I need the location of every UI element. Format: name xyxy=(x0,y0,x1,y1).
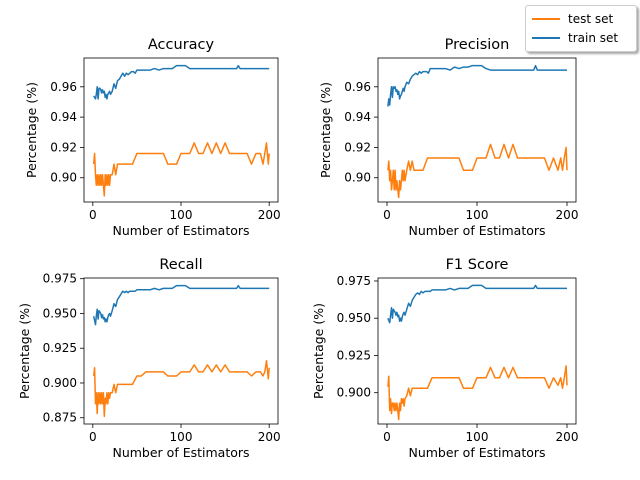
legend-item-test-set: test set xyxy=(532,11,613,27)
f1-score-ylabel: Percentage (%) xyxy=(311,303,326,399)
f1-score-ytick-label-0: 0.900 xyxy=(337,386,371,400)
f1-score-ytick-label-2: 0.950 xyxy=(337,311,371,325)
precision-xlabel: Number of Estimators xyxy=(408,223,545,238)
recall-axes-frame xyxy=(83,277,279,425)
f1-score-line-test-set xyxy=(387,365,568,421)
accuracy-line-test-set xyxy=(92,142,270,197)
legend-label-test-set: test set xyxy=(568,12,614,26)
f1-score-xtick-label-100: 100 xyxy=(466,430,489,444)
recall-ytick-label-4: 0.975 xyxy=(43,272,77,286)
accuracy-ytick-label-3: 0.96 xyxy=(50,80,77,94)
legend: test set train set xyxy=(525,5,637,52)
f1-score-title: F1 Score xyxy=(446,257,509,273)
accuracy-line-train-set xyxy=(93,64,270,100)
accuracy-ytick-label-2: 0.94 xyxy=(50,110,77,124)
precision-line-test-set xyxy=(387,143,568,199)
accuracy-xtick-label-0: 0 xyxy=(89,208,97,222)
recall-line-test-set xyxy=(92,359,270,418)
accuracy-ytick-label-1: 0.92 xyxy=(50,140,77,154)
f1-score-ytick-label-1: 0.925 xyxy=(337,348,371,362)
f1-score-ytick-label-3: 0.975 xyxy=(337,274,371,288)
accuracy-xtick-label-100: 100 xyxy=(170,208,193,222)
accuracy-ytick-label-0: 0.90 xyxy=(50,171,77,185)
recall-xlabel: Number of Estimators xyxy=(112,445,249,460)
legend-swatch-test-set xyxy=(532,18,560,20)
accuracy-ylabel: Percentage (%) xyxy=(24,82,39,178)
accuracy-title: Accuracy xyxy=(148,37,215,53)
precision-ytick-label-3: 0.96 xyxy=(344,80,371,94)
recall-title: Recall xyxy=(159,257,202,273)
precision-line-train-set xyxy=(387,64,567,107)
legend-label-train-set: train set xyxy=(568,31,619,45)
recall-ytick-label-2: 0.925 xyxy=(43,341,77,355)
accuracy-xlabel: Number of Estimators xyxy=(112,223,249,238)
precision-ytick-label-0: 0.90 xyxy=(344,171,371,185)
precision-ylabel: Percentage (%) xyxy=(318,82,333,178)
f1-score-line-train-set xyxy=(387,284,567,324)
recall-line-train-set xyxy=(92,284,270,326)
recall-ytick-label-1: 0.900 xyxy=(43,376,77,390)
precision-ytick-label-2: 0.94 xyxy=(344,110,371,124)
precision-xtick-label-0: 0 xyxy=(383,208,391,222)
accuracy-xtick-label-200: 200 xyxy=(258,208,281,222)
recall-xtick-label-200: 200 xyxy=(258,430,281,444)
f1-score-xtick-label-200: 200 xyxy=(556,430,579,444)
precision-xtick-label-100: 100 xyxy=(466,208,489,222)
precision-axes-frame xyxy=(377,57,577,203)
recall-ytick-label-3: 0.950 xyxy=(43,306,77,320)
accuracy-axes-frame xyxy=(83,57,279,203)
f1-score-axes-frame xyxy=(377,277,577,425)
precision-title: Precision xyxy=(445,37,510,53)
f1-score-xlabel: Number of Estimators xyxy=(408,445,545,460)
recall-xtick-label-100: 100 xyxy=(170,430,193,444)
f1-score-xtick-label-0: 0 xyxy=(383,430,391,444)
precision-ytick-label-1: 0.92 xyxy=(344,140,371,154)
recall-ytick-label-0: 0.875 xyxy=(43,411,77,425)
legend-swatch-train-set xyxy=(532,37,560,39)
precision-xtick-label-200: 200 xyxy=(556,208,579,222)
recall-ylabel: Percentage (%) xyxy=(17,303,32,399)
legend-item-train-set: train set xyxy=(532,30,618,46)
recall-xtick-label-0: 0 xyxy=(89,430,97,444)
